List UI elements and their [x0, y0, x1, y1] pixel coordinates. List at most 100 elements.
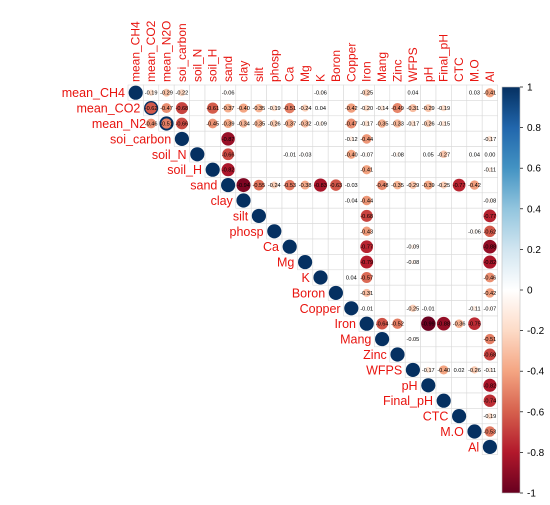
grid-cell: [451, 238, 468, 255]
correlation-circle: [363, 120, 370, 127]
correlation-circle: [393, 180, 402, 190]
grid-cell: [435, 254, 452, 271]
grid-cell: [235, 84, 252, 101]
grid-cell: [374, 146, 391, 163]
color-bar-label: -0.8: [527, 448, 545, 459]
grid-cell: [250, 192, 267, 209]
grid-cell: [389, 300, 406, 317]
grid-cell: [281, 84, 298, 101]
grid-cell: [281, 223, 298, 240]
grid-cell: [420, 238, 437, 255]
correlation-value: -0.75: [468, 322, 481, 328]
correlation-circle: [161, 118, 172, 129]
correlation-circle: [377, 119, 387, 128]
row-label: pH: [402, 379, 418, 393]
diagonal-circle: [236, 193, 251, 208]
grid-cell: [420, 284, 437, 301]
grid-cell: [327, 238, 344, 255]
correlation-value: -0.03: [345, 183, 358, 189]
correlation-value: -0.55: [253, 183, 266, 189]
grid-cell: [451, 207, 468, 224]
grid-cell: [374, 284, 391, 301]
top-axis-labels: mean_CH4 mean_CO2 mean_N2O soi_carbon soil_N…: [129, 20, 497, 82]
color-bar-label: 0.2: [527, 245, 541, 256]
grid-cell: [435, 300, 452, 317]
grid-cell: [420, 331, 437, 348]
correlation-value: -0.77: [360, 245, 373, 251]
correlation-circle: [421, 316, 436, 331]
correlation-value: -0.41: [484, 91, 497, 97]
grid-cell: [266, 192, 283, 209]
grid-cell: [435, 331, 452, 348]
correlation-circle: [349, 199, 353, 202]
correlation-value: -0.04: [345, 199, 358, 205]
grid-cell: [435, 346, 452, 363]
color-bar-label: 0.4: [527, 204, 541, 215]
correlation-cells: -0.19 -0.29 -0.22 -0.06 -0.06 -0.25 0.04 0.03 -0…: [145, 88, 497, 437]
grid-cell: [466, 100, 483, 117]
correlation-circle: [348, 136, 354, 142]
grid-cell: [374, 238, 391, 255]
correlation-circle: [377, 180, 388, 191]
correlation-circle: [236, 178, 251, 193]
grid-cell: [297, 207, 314, 224]
grid-cell: [374, 207, 391, 224]
grid-cell: [420, 207, 437, 224]
row-label: Iron: [334, 317, 356, 331]
correlation-circle: [361, 272, 373, 283]
row-label: CTC: [423, 410, 449, 424]
grid-cell: [420, 130, 437, 147]
correlation-circle: [410, 260, 415, 265]
correlation-value: -0.46: [484, 276, 497, 282]
correlation-value: -0.29: [422, 106, 435, 112]
grid-cell: [297, 192, 314, 209]
correlation-circle: [486, 135, 493, 142]
grid-cell: [435, 161, 452, 178]
correlation-value: -0.11: [484, 168, 496, 174]
correlation-value: -0.53: [484, 430, 497, 436]
grid-cell: [435, 192, 452, 209]
grid-cell: [466, 408, 483, 425]
correlation-circle: [426, 152, 430, 156]
correlation-value: -0.11: [468, 306, 480, 312]
color-bar-gradient: [501, 86, 521, 494]
correlation-value: -0.82: [222, 168, 235, 174]
grid-cell: [451, 84, 468, 101]
correlation-circle: [301, 119, 310, 128]
row-label: silt: [233, 209, 249, 223]
top-label: clay: [237, 61, 251, 82]
grid-cell: [343, 254, 360, 271]
correlation-circle: [484, 333, 496, 345]
color-bar-label: 0.6: [527, 164, 541, 175]
correlation-circle: [409, 304, 417, 312]
correlation-value: -0.01: [422, 306, 435, 312]
correlation-value: -0.07: [484, 306, 497, 312]
correlation-value: -0.15: [437, 122, 450, 128]
top-label: Mang: [375, 52, 389, 82]
grid-cell: [466, 192, 483, 209]
correlation-circle: [483, 394, 497, 407]
correlation-value: -0.14: [376, 106, 389, 112]
correlation-value: -0.35: [376, 122, 389, 128]
diagonal-circle: [421, 378, 436, 393]
row-label: Boron: [292, 286, 325, 300]
grid-cell: [389, 130, 406, 147]
correlation-circle: [330, 179, 342, 191]
grid-cell: [374, 84, 391, 101]
grid-cell: [404, 207, 421, 224]
grid-cell: [281, 192, 298, 209]
grid-cell: [358, 177, 375, 194]
correlation-circle: [346, 118, 357, 129]
correlation-value: -0.88: [484, 245, 497, 251]
correlation-circle: [223, 118, 233, 129]
correlation-circle: [485, 288, 495, 298]
correlation-circle: [254, 119, 264, 128]
grid-cell: [189, 130, 206, 147]
diagonal-circle: [452, 409, 467, 424]
correlation-value: -0.45: [206, 122, 219, 128]
grid-cell: [235, 161, 252, 178]
correlation-value: -0.77: [484, 214, 497, 220]
grid-cell: [435, 130, 452, 147]
correlation-circle: [363, 104, 370, 112]
